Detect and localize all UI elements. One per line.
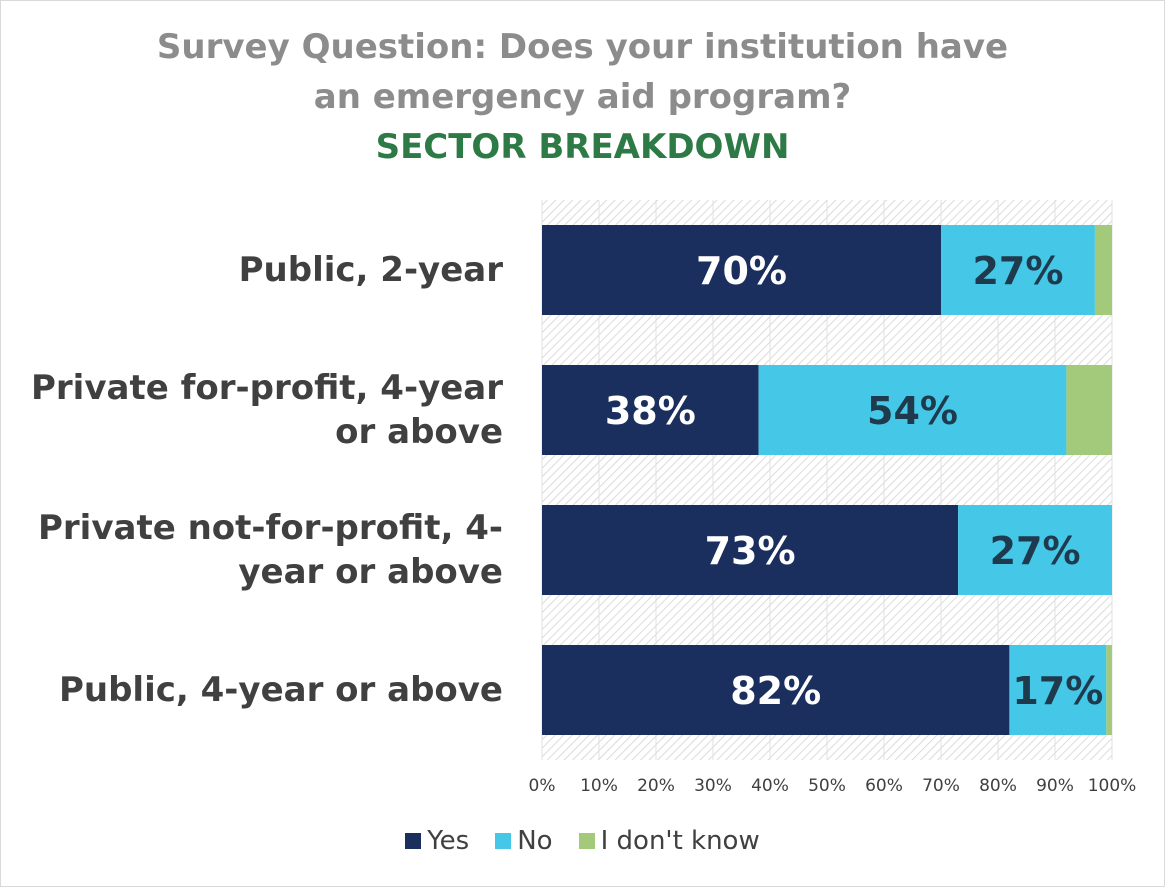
- category-label: Public, 4-year or above: [3, 668, 503, 712]
- data-label: 73%: [705, 529, 796, 573]
- data-label: 82%: [730, 669, 821, 713]
- data-label: 70%: [696, 249, 787, 293]
- data-label: 54%: [867, 389, 958, 433]
- legend-item: No: [495, 826, 553, 856]
- legend-label: Yes: [427, 826, 470, 856]
- category-label: Private not-for-profit, 4- year or above: [3, 506, 503, 594]
- bar-segment: [958, 505, 1112, 595]
- x-tick-label: 60%: [865, 776, 903, 796]
- x-tick-label: 10%: [580, 776, 618, 796]
- x-tick-label: 90%: [1036, 776, 1074, 796]
- bar-segment: [941, 225, 1095, 315]
- legend: Yes No I don't know: [0, 826, 1165, 856]
- title-line-1: Survey Question: Does your institution h…: [156, 27, 1009, 67]
- category-label-line: Public, 2-year: [238, 250, 503, 290]
- category-label-line: Private for-profit, 4-year: [31, 368, 503, 408]
- bar-segment: [1106, 645, 1112, 735]
- category-label-line: Public, 4-year or above: [58, 670, 503, 710]
- bar-segment: [1094, 225, 1112, 315]
- x-tick-label: 100%: [1087, 776, 1137, 796]
- x-tick-label: 40%: [751, 776, 789, 796]
- legend-swatch: [495, 833, 512, 849]
- category-label: Private for-profit, 4-year or above: [3, 366, 503, 454]
- bar-segment: [542, 645, 1010, 735]
- bar-segment: [758, 365, 1067, 455]
- data-label: 27%: [990, 529, 1081, 573]
- title-line-3: SECTOR BREAKDOWN: [375, 127, 790, 167]
- x-tick-label: 0%: [528, 776, 556, 796]
- data-label: 38%: [605, 389, 696, 433]
- data-labels: 70% 27% 38% 54% 73% 27% 82% 17%: [605, 249, 1104, 713]
- legend-item: Yes: [405, 826, 469, 856]
- x-tick-label: 30%: [694, 776, 732, 796]
- bar-segment: [1066, 365, 1112, 455]
- chart-title: Survey Question: Does your institution h…: [0, 22, 1165, 172]
- bar-segment: [542, 365, 759, 455]
- x-tick-label: 20%: [637, 776, 675, 796]
- legend-item: I don't know: [578, 826, 760, 856]
- bars: [542, 225, 1112, 735]
- category-label-line: year or above: [238, 552, 503, 592]
- legend-swatch: [578, 833, 595, 849]
- category-label: Public, 2-year: [3, 248, 503, 292]
- category-label-line: or above: [335, 412, 503, 452]
- legend-label: I don't know: [600, 826, 760, 856]
- category-label-line: Private not-for-profit, 4-: [38, 508, 503, 548]
- title-line-2: an emergency aid program?: [313, 77, 852, 117]
- data-label: 17%: [1012, 669, 1103, 713]
- x-tick-label: 50%: [808, 776, 846, 796]
- legend-label: No: [517, 826, 553, 856]
- x-tick-label: 80%: [979, 776, 1017, 796]
- x-tick-label: 70%: [922, 776, 960, 796]
- bar-segment: [542, 225, 941, 315]
- bar-segment: [1009, 645, 1107, 735]
- data-label: 27%: [972, 249, 1063, 293]
- bar-segment: [542, 505, 959, 595]
- legend-swatch: [405, 833, 422, 849]
